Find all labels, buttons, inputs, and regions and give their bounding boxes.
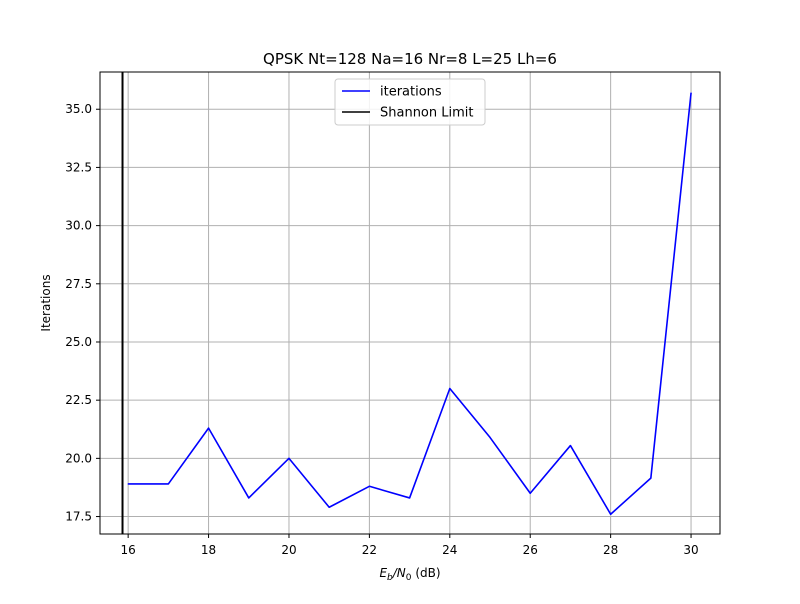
y-tick-label: 32.5: [65, 160, 92, 174]
y-tick-label: 30.0: [65, 219, 92, 233]
data-point: [690, 92, 692, 94]
data-point: [408, 497, 411, 499]
x-tick-label: 26: [523, 543, 538, 557]
x-tick-label: 18: [201, 543, 216, 557]
y-tick-label: 17.5: [65, 510, 92, 524]
x-tick-label: 30: [683, 543, 698, 557]
y-tick-label: 25.0: [65, 335, 92, 349]
y-tick-label: 22.5: [65, 393, 92, 407]
legend: iterations Shannon Limit: [334, 78, 486, 126]
data-point: [167, 483, 169, 485]
y-axis-label: Iterations: [39, 274, 53, 331]
series-line-iterations: [128, 92, 692, 516]
x-axis-label-tail: (dB): [412, 566, 441, 580]
x-axis-label-main: E: [379, 566, 387, 580]
legend-label-shannon-limit: Shannon Limit: [380, 106, 474, 121]
data-point: [610, 513, 612, 515]
data-point: [569, 444, 572, 447]
data-point: [207, 427, 210, 429]
legend-label-iterations: iterations: [380, 85, 442, 100]
x-axis-label-mid: /N: [392, 566, 406, 580]
x-tick-label: 16: [121, 543, 136, 557]
y-tick-label: 35.0: [65, 102, 92, 116]
data-layer: [121, 72, 692, 534]
x-axis-label-sub2: 0: [406, 573, 412, 583]
legend-box: [334, 78, 486, 126]
data-point: [368, 485, 370, 487]
data-point: [288, 457, 290, 459]
tick-layer: 16 18 20 22 24 26 28 30 17.5 20.0 22.5 25.0 27.5 30.0…: [65, 102, 698, 557]
data-point: [650, 477, 652, 479]
data-point: [127, 483, 129, 485]
data-point: [449, 387, 451, 390]
grid-layer: [100, 72, 720, 534]
data-point: [248, 497, 250, 499]
x-tick-label: 28: [603, 543, 618, 557]
data-point: [328, 506, 330, 508]
x-tick-label: 22: [362, 543, 377, 557]
data-point: [529, 492, 531, 494]
x-tick-label: 24: [442, 543, 457, 557]
plot-frame: [99, 71, 721, 535]
data-point: [489, 436, 491, 439]
y-tick-label: 20.0: [65, 451, 92, 465]
x-tick-label: 20: [281, 543, 296, 557]
x-axis-label: Eb/N0 (dB): [379, 566, 440, 583]
y-tick-label: 27.5: [65, 277, 92, 291]
x-axis-label-sub1: b: [387, 573, 393, 583]
chart-title: QPSK Nt=128 Na=16 Nr=8 L=25 Lh=6: [263, 50, 557, 68]
